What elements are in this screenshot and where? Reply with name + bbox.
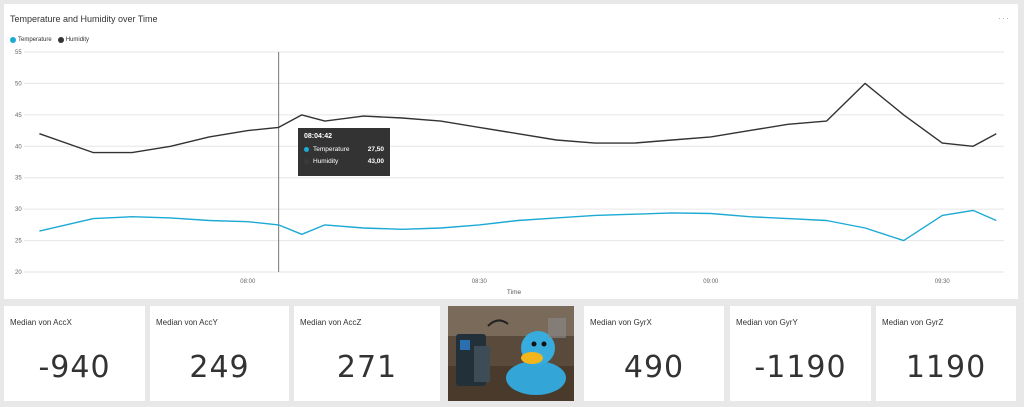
tooltip-time: 08:04:42 xyxy=(304,133,333,140)
card-title: Median von GyrY xyxy=(736,318,798,327)
y-tick-label: 55 xyxy=(15,50,22,56)
card-gyry[interactable]: Median von GyrY -1190 xyxy=(730,306,871,401)
y-tick-label: 40 xyxy=(15,144,22,150)
y-tick-label: 20 xyxy=(15,270,22,276)
legend-item-temperature[interactable]: Temperature xyxy=(10,37,52,43)
series-line-humidity xyxy=(39,82,997,154)
x-tick-label: 08:00 xyxy=(240,279,256,285)
card-gyrz[interactable]: Median von GyrZ 1190 xyxy=(876,306,1016,401)
chart-legend: Temperature Humidity xyxy=(10,37,95,43)
chart-title: Temperature and Humidity over Time xyxy=(10,14,158,24)
tooltip-label-humidity: Humidity xyxy=(313,158,339,165)
y-tick-label: 35 xyxy=(15,176,22,182)
legend-dot-temperature xyxy=(10,37,16,43)
card-value: -940 xyxy=(38,350,111,385)
card-value: 271 xyxy=(336,350,398,385)
card-title: Median von AccX xyxy=(10,318,72,327)
legend-label-humidity: Humidity xyxy=(65,37,90,43)
tooltip-value-humidity: 43,00 xyxy=(367,158,384,165)
card-title: Median von AccZ xyxy=(300,318,362,327)
card-accx[interactable]: Median von AccX -940 xyxy=(4,306,145,401)
y-tick-label: 50 xyxy=(15,81,22,87)
tooltip-dot-humidity xyxy=(304,159,309,164)
x-tick-label: 08:30 xyxy=(472,279,488,285)
legend-dot-humidity xyxy=(57,37,64,43)
chart-tile[interactable]: Temperature and Humidity over Time ··· T… xyxy=(4,4,1018,299)
card-title: Median von GyrX xyxy=(590,318,652,327)
series-line-temperature xyxy=(39,209,997,242)
tooltip-dot-temperature xyxy=(304,147,309,152)
card-title: Median von AccY xyxy=(156,318,218,327)
tooltip-row-temperature: Temperature 27,50 xyxy=(304,146,384,153)
card-accz[interactable]: Median von AccZ 271 xyxy=(294,306,440,401)
chart-tooltip: 08:04:42 Temperature 27,50 Humidity 43,0… xyxy=(298,128,390,176)
tooltip-value-temperature: 27,50 xyxy=(367,146,384,153)
x-tick-label: 09:00 xyxy=(703,279,719,285)
tooltip-row-humidity: Humidity 43,00 xyxy=(304,158,384,165)
legend-label-temperature: Temperature xyxy=(18,37,52,43)
card-value: 249 xyxy=(189,350,250,385)
card-gyrx[interactable]: Median von GyrX 490 xyxy=(584,306,724,401)
y-tick-label: 45 xyxy=(15,113,22,119)
more-options-icon[interactable]: ··· xyxy=(998,13,1010,23)
line-chart[interactable]: 20 25 30 35 40 45 50 55 08:00 08:30 09:00 09:30 Time xyxy=(4,4,1018,299)
card-title: Median von GyrZ xyxy=(882,318,944,327)
legend-item-humidity[interactable]: Humidity xyxy=(57,37,90,43)
duck-photo-tile[interactable] xyxy=(448,306,574,401)
tooltip-label-temperature: Temperature xyxy=(313,146,350,153)
x-tick-label: 09:30 xyxy=(935,279,951,285)
y-tick-label: 25 xyxy=(15,239,22,245)
x-axis-title: Time xyxy=(507,289,522,296)
card-value: 1190 xyxy=(905,350,987,385)
card-value: -1190 xyxy=(754,350,847,385)
y-tick-label: 30 xyxy=(15,207,22,213)
card-accy[interactable]: Median von AccY 249 xyxy=(150,306,289,401)
card-value: 490 xyxy=(623,350,685,385)
rubber-duck-photo-icon xyxy=(448,306,574,401)
